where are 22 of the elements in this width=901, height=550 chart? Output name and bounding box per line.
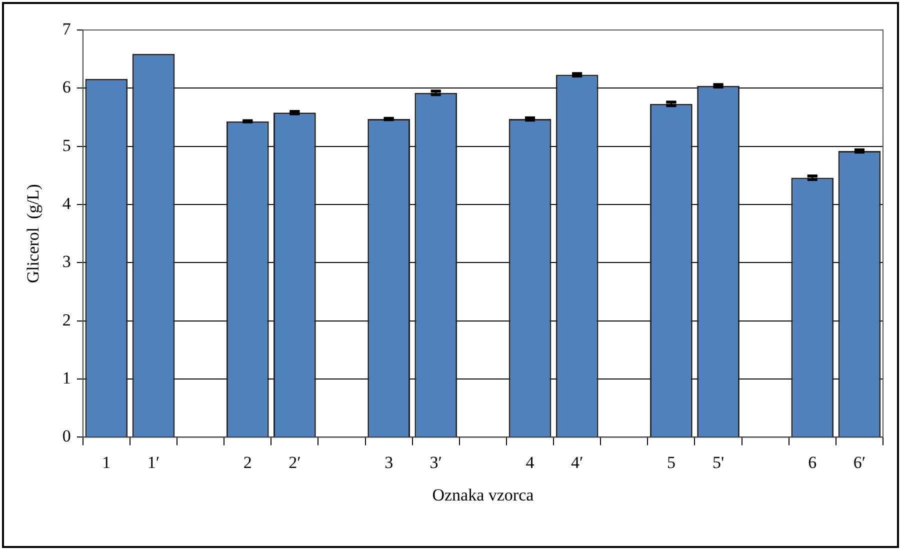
x-tick-label: 3 (384, 452, 394, 472)
x-tick-label: 1′ (147, 452, 160, 472)
y-tick-label: 0 (62, 426, 71, 446)
x-tick-label: 1 (102, 452, 111, 472)
y-tick-label: 6 (62, 78, 71, 97)
x-tick-label: 4 (526, 452, 535, 472)
x-tick-label: 3′ (430, 452, 442, 472)
x-tick-label: 6 (808, 452, 817, 472)
y-tick-label: 2 (62, 310, 71, 330)
x-axis-title: Oznaka vzorca (432, 485, 534, 504)
x-tick-label: 2′ (288, 452, 301, 472)
y-tick-label: 3 (62, 252, 71, 272)
y-tick-label: 7 (62, 19, 72, 38)
x-tick-label: 4′ (570, 452, 584, 472)
x-tick-label: 5' (712, 452, 724, 472)
x-tick-label: 6′ (853, 452, 866, 472)
y-tick-label: 4 (62, 194, 72, 213)
y-axis-title: Glicerol (g/L) (24, 184, 43, 284)
x-tick-label: 5 (666, 452, 676, 472)
y-tick-label: 1 (62, 368, 71, 388)
x-tick-label: 2 (243, 452, 252, 472)
y-tick-label: 5 (62, 136, 71, 155)
